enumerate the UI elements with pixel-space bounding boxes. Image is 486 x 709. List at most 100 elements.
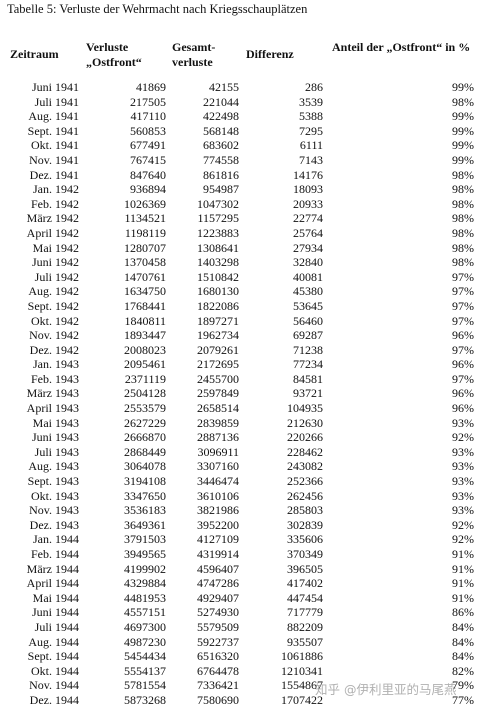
row-differenz: 262456 — [287, 488, 323, 503]
row-anteil: 98% — [452, 240, 474, 255]
row-period: Nov. 1942 — [29, 328, 79, 343]
table-row: Dez. 1943 3649361 3952200 302839 92% — [0, 518, 486, 533]
row-gesamtverluste: 4929407 — [197, 590, 239, 605]
row-differenz: 286 — [305, 80, 323, 94]
row-period: Okt. 1944 — [31, 663, 79, 678]
table-row: Aug. 1944 4987230 5922737 935507 84% — [0, 635, 486, 650]
row-verluste-ostfront: 2553579 — [124, 401, 166, 416]
row-anteil: 97% — [452, 284, 474, 299]
row-gesamtverluste: 1510842 — [197, 269, 239, 284]
row-anteil: 98% — [452, 167, 474, 182]
row-gesamtverluste: 2887136 — [197, 430, 239, 445]
row-anteil: 93% — [452, 474, 474, 489]
row-anteil: 98% — [452, 94, 474, 109]
table-row: Nov. 1942 1893447 1962734 69287 96% — [0, 328, 486, 343]
row-period: Juli 1942 — [34, 269, 79, 284]
row-gesamtverluste: 1157295 — [197, 211, 239, 226]
row-anteil: 99% — [452, 80, 474, 94]
row-period: Dez. 1943 — [29, 517, 79, 532]
row-anteil: 96% — [452, 401, 474, 416]
row-gesamtverluste: 774558 — [203, 152, 239, 167]
row-period: März 1944 — [26, 561, 79, 576]
row-anteil: 91% — [452, 590, 474, 605]
row-anteil: 97% — [452, 371, 474, 386]
row-verluste-ostfront: 3064078 — [124, 459, 166, 474]
row-differenz: 335606 — [287, 532, 323, 547]
row-differenz: 1707422 — [281, 692, 323, 707]
row-anteil: 98% — [452, 225, 474, 240]
row-period: April 1942 — [26, 225, 79, 240]
table-row: Mai 1942 1280707 1308641 27934 98% — [0, 241, 486, 256]
row-period: Feb. 1943 — [31, 371, 79, 386]
row-differenz: 7143 — [299, 152, 323, 167]
row-verluste-ostfront: 1768441 — [124, 298, 166, 313]
table-row: Feb. 1943 2371119 2455700 84581 97% — [0, 372, 486, 387]
table-row: April 1944 4329884 4747286 417402 91% — [0, 576, 486, 591]
row-anteil: 84% — [452, 649, 474, 664]
table-row: Aug. 1942 1634750 1680130 45380 97% — [0, 284, 486, 299]
row-verluste-ostfront: 1893447 — [124, 328, 166, 343]
row-gesamtverluste: 7336421 — [197, 678, 239, 693]
row-gesamtverluste: 1223883 — [197, 225, 239, 240]
row-verluste-ostfront: 2504128 — [124, 386, 166, 401]
row-anteil: 84% — [452, 619, 474, 634]
row-gesamtverluste: 4596407 — [197, 561, 239, 576]
row-period: Juni 1941 — [31, 80, 79, 94]
table-caption: Tabelle 5: Verluste der Wehrmacht nach K… — [7, 2, 308, 16]
row-gesamtverluste: 42155 — [209, 80, 239, 94]
row-differenz: 285803 — [287, 503, 323, 518]
row-verluste-ostfront: 4697300 — [124, 619, 166, 634]
row-gesamtverluste: 1962734 — [197, 328, 239, 343]
row-differenz: 396505 — [287, 561, 323, 576]
row-verluste-ostfront: 1470761 — [124, 269, 166, 284]
row-differenz: 22774 — [293, 211, 323, 226]
row-gesamtverluste: 1822086 — [197, 298, 239, 313]
row-differenz: 212630 — [287, 415, 323, 430]
row-period: Aug. 1942 — [28, 284, 79, 299]
row-period: Okt. 1943 — [31, 488, 79, 503]
row-anteil: 93% — [452, 415, 474, 430]
row-anteil: 91% — [452, 576, 474, 591]
row-differenz: 243082 — [287, 459, 323, 474]
table-row: Feb. 1942 1026369 1047302 20933 98% — [0, 197, 486, 212]
row-differenz: 69287 — [293, 328, 323, 343]
row-differenz: 56460 — [293, 313, 323, 328]
row-verluste-ostfront: 1280707 — [124, 240, 166, 255]
table-row: Jan. 1944 3791503 4127109 335606 92% — [0, 532, 486, 547]
row-period: Aug. 1941 — [28, 109, 79, 124]
table-row: März 1944 4199902 4596407 396505 91% — [0, 562, 486, 577]
table-row: Nov. 1941 767415 774558 7143 99% — [0, 153, 486, 168]
table-row: Okt. 1942 1840811 1897271 56460 97% — [0, 314, 486, 329]
row-gesamtverluste: 861816 — [203, 167, 239, 182]
row-period: Nov. 1941 — [29, 152, 79, 167]
row-verluste-ostfront: 2095461 — [124, 357, 166, 372]
row-gesamtverluste: 4127109 — [197, 532, 239, 547]
row-differenz: 5388 — [299, 109, 323, 124]
row-gesamtverluste: 2079261 — [197, 342, 239, 357]
row-gesamtverluste: 3952200 — [197, 517, 239, 532]
row-differenz: 93721 — [293, 386, 323, 401]
table-row: Dez. 1944 5873268 7580690 1707422 77% — [0, 693, 486, 708]
row-period: Sept. 1942 — [27, 298, 79, 313]
row-anteil: 93% — [452, 503, 474, 518]
table-row: Nov. 1944 5781554 7336421 1554867 79% — [0, 678, 486, 693]
row-verluste-ostfront: 1634750 — [124, 284, 166, 299]
row-differenz: 370349 — [287, 547, 323, 561]
table-row: Juli 1944 4697300 5579509 882209 84% — [0, 620, 486, 635]
row-anteil: 98% — [452, 182, 474, 197]
row-anteil: 99% — [452, 138, 474, 153]
row-period: Okt. 1941 — [31, 138, 79, 153]
table-row: Dez. 1941 847640 861816 14176 98% — [0, 168, 486, 183]
table-row: Sept. 1944 5454434 6516320 1061886 84% — [0, 649, 486, 664]
row-verluste-ostfront: 560853 — [130, 123, 166, 138]
row-differenz: 447454 — [287, 590, 323, 605]
row-period: Jan. 1943 — [33, 357, 79, 372]
row-gesamtverluste: 1897271 — [197, 313, 239, 328]
row-period: Dez. 1944 — [29, 692, 79, 707]
row-period: Juni 1943 — [31, 430, 79, 445]
row-gesamtverluste: 1047302 — [197, 196, 239, 211]
row-verluste-ostfront: 3347650 — [124, 488, 166, 503]
header-gesamtverluste: Gesamt-verluste — [172, 40, 216, 69]
row-anteil: 99% — [452, 152, 474, 167]
table-row: Dez. 1942 2008023 2079261 71238 97% — [0, 343, 486, 358]
